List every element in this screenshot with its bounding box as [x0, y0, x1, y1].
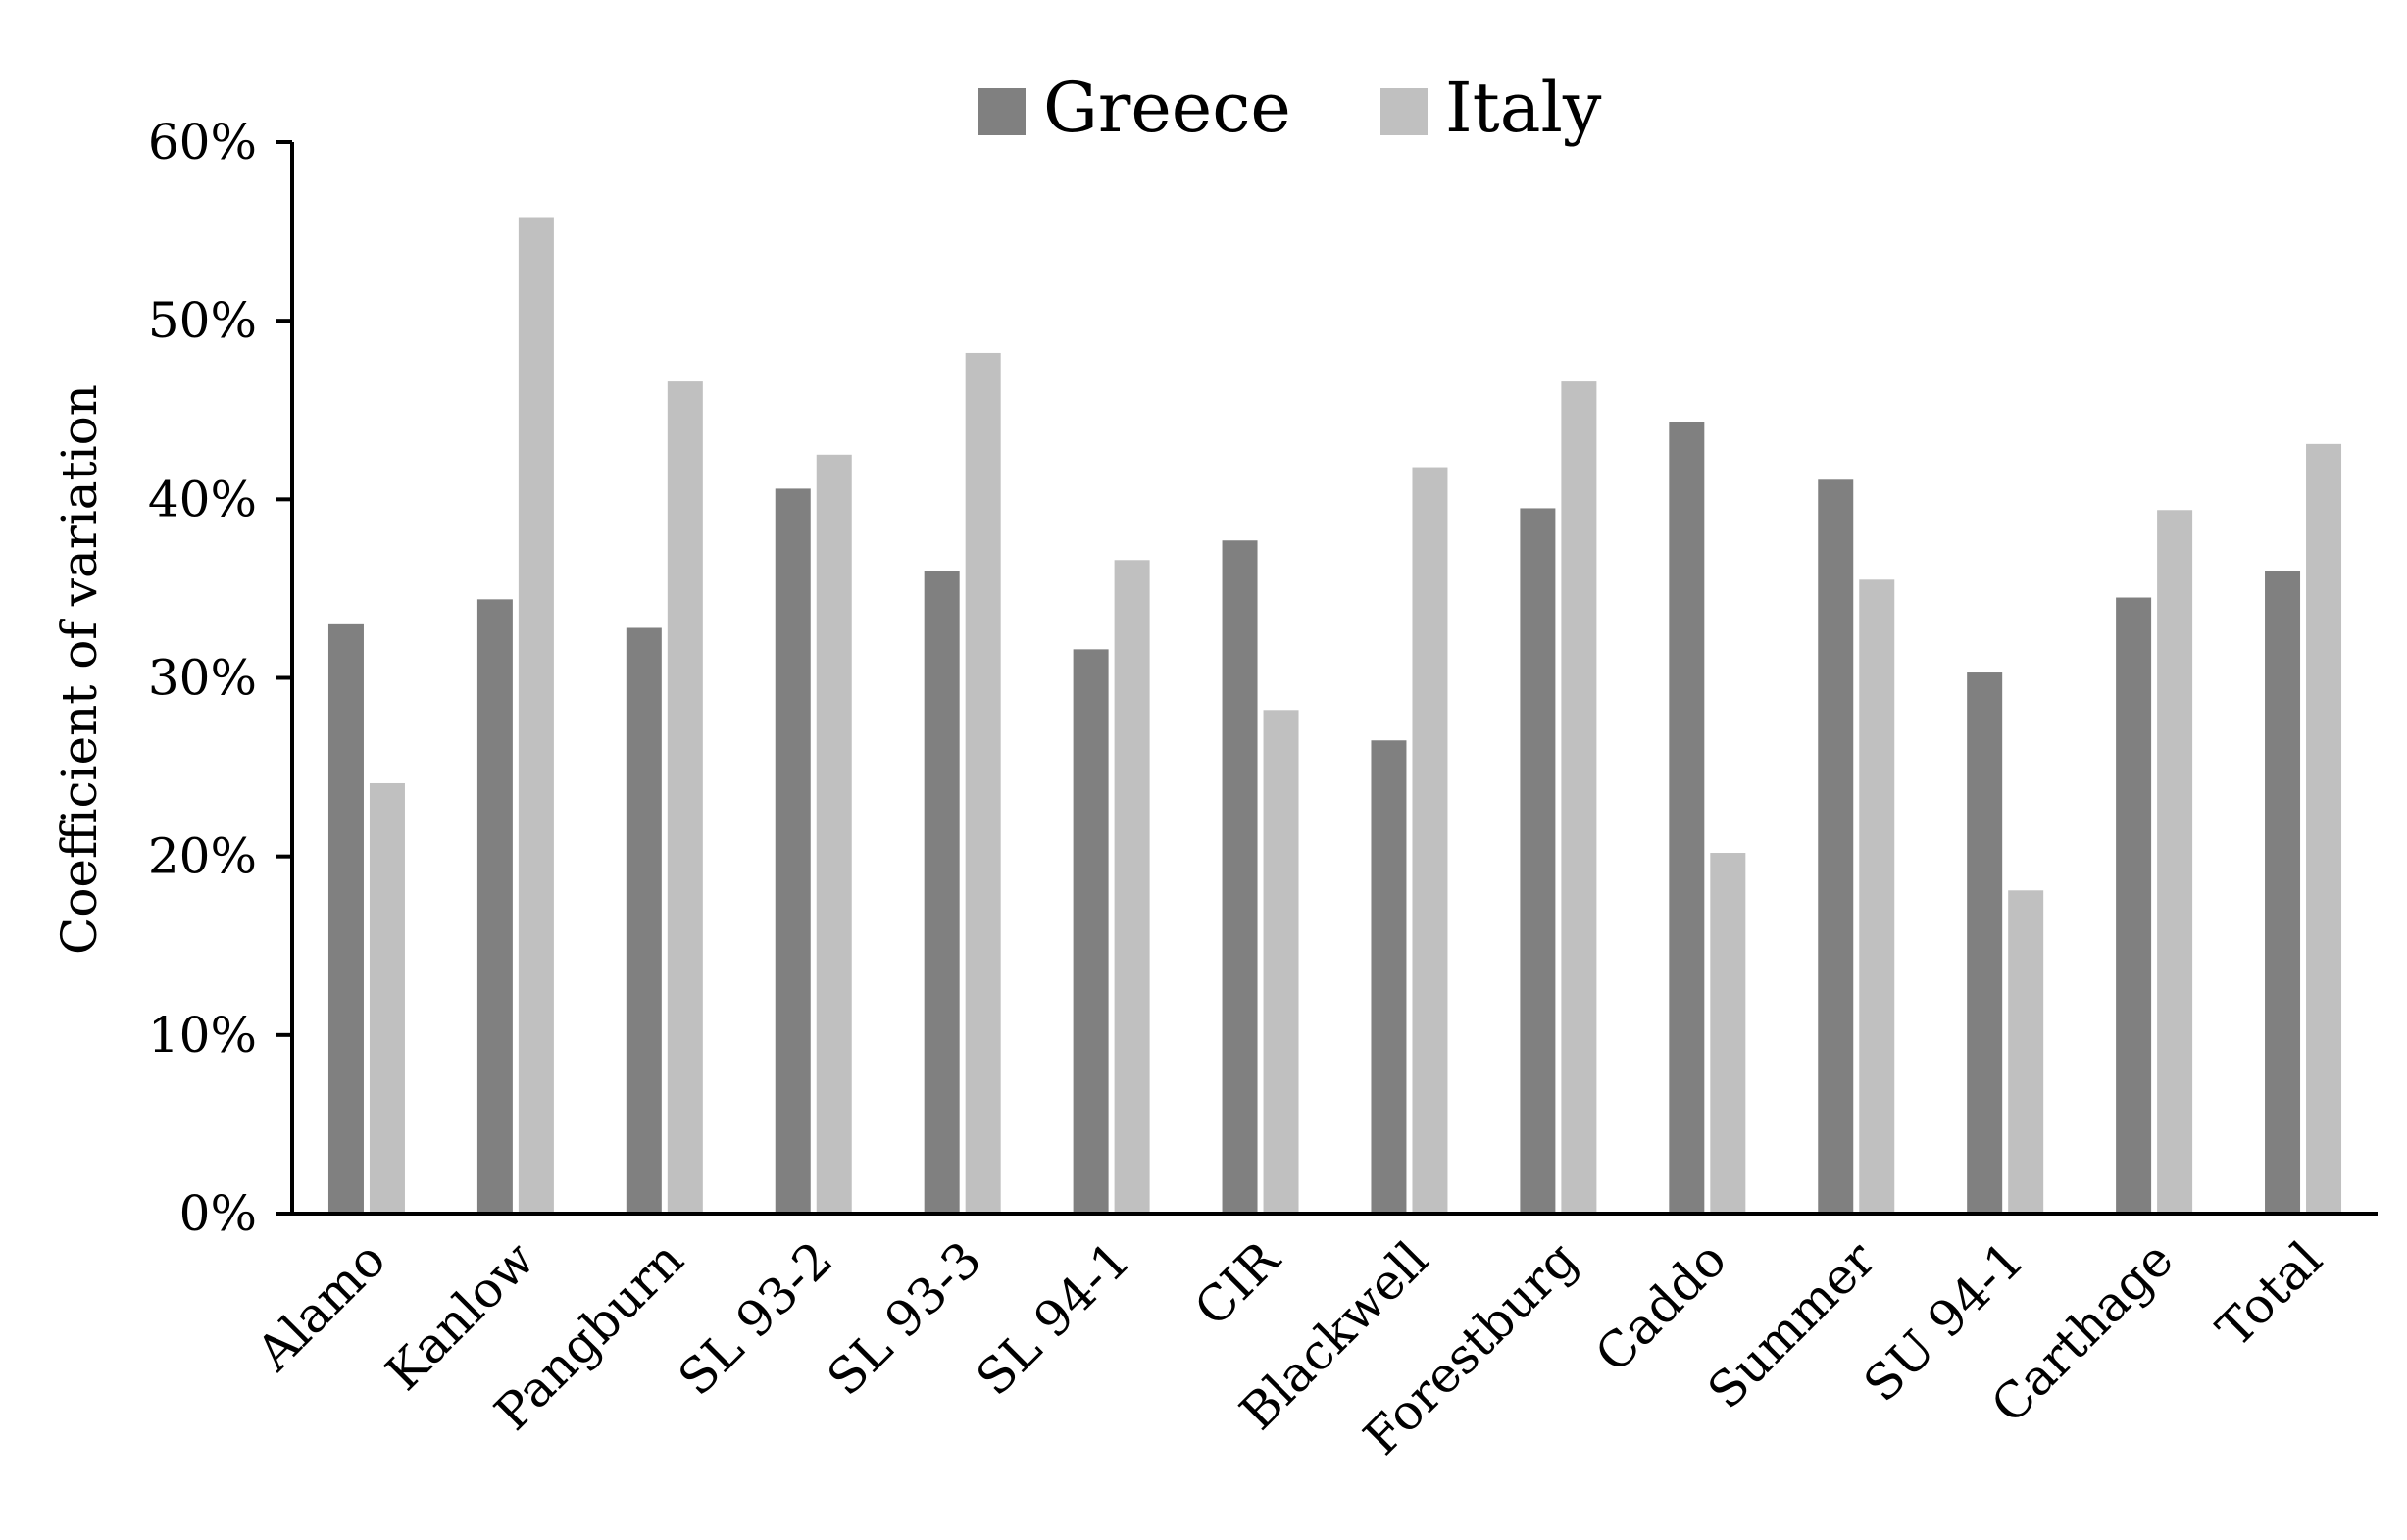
- bar-greece-cir: [1222, 540, 1258, 1214]
- legend-label-italy: Italy: [1445, 68, 1602, 148]
- bar-italy-sl-93-3: [965, 352, 1001, 1214]
- bar-greece-kanlow: [476, 599, 513, 1214]
- legend-swatch-italy: [1380, 88, 1428, 135]
- bar-greece-sl-94-1: [1073, 649, 1109, 1214]
- bar-greece-forestburg: [1520, 508, 1556, 1214]
- y-axis-ticks: 0% 10% 20% 30% 40% 50% 60%: [148, 114, 292, 1242]
- y-tick-label: 20%: [148, 828, 257, 885]
- x-tick-label: SL 93-3: [817, 1230, 992, 1406]
- bar-italy-su-94-1: [2008, 890, 2044, 1214]
- legend: Greece Italy: [978, 68, 1602, 148]
- y-tick-label: 40%: [148, 471, 257, 527]
- bar-italy-caddo: [1710, 853, 1746, 1214]
- x-tick-label: Summer: [1697, 1230, 1886, 1419]
- y-tick-label: 50%: [148, 292, 257, 349]
- legend-label-greece: Greece: [1043, 68, 1291, 148]
- bar-greece-sl-93-3: [924, 571, 960, 1214]
- y-axis-title: Coefficient of variation: [51, 384, 108, 955]
- bar-italy-alamo: [369, 782, 405, 1214]
- bar-greece-caddo: [1669, 422, 1705, 1214]
- bar-greece-pangburn: [626, 627, 662, 1214]
- bar-greece-carthage: [2116, 597, 2152, 1214]
- bar-italy-summer: [1859, 579, 1895, 1214]
- y-tick-label: 30%: [148, 650, 257, 707]
- bar-italy-cir: [1263, 710, 1299, 1214]
- x-tick-label: SL 94-1: [966, 1230, 1141, 1406]
- bar-greece-total: [2265, 571, 2301, 1214]
- bar-italy-kanlow: [518, 217, 554, 1214]
- bar-greece-summer: [1818, 479, 1854, 1214]
- bar-greece-sl-93-2: [775, 488, 811, 1214]
- bars: [327, 217, 2342, 1215]
- y-tick-label: 60%: [148, 114, 257, 171]
- x-tick-label: Alamo: [245, 1230, 396, 1381]
- x-tick-label: CIR: [1183, 1230, 1291, 1338]
- y-tick-label: 10%: [148, 1007, 257, 1064]
- bar-italy-pangburn: [667, 381, 703, 1214]
- bar-italy-sl-93-2: [816, 454, 852, 1215]
- bar-italy-total: [2306, 443, 2342, 1214]
- bar-italy-sl-94-1: [1114, 560, 1150, 1214]
- bar-italy-blackwell: [1412, 467, 1448, 1214]
- legend-swatch-greece: [978, 88, 1026, 135]
- bar-italy-carthage: [2157, 510, 2193, 1214]
- y-tick-label: 0%: [179, 1185, 257, 1242]
- bar-italy-forestburg: [1561, 381, 1597, 1214]
- bar-greece-blackwell: [1371, 740, 1407, 1214]
- bar-greece-alamo: [327, 623, 364, 1214]
- x-tick-label: Caddo: [1584, 1230, 1737, 1383]
- x-tick-label: SL 93-2: [668, 1230, 843, 1406]
- bar-greece-su-94-1: [1967, 672, 2003, 1214]
- x-tick-label: Total: [2206, 1230, 2333, 1358]
